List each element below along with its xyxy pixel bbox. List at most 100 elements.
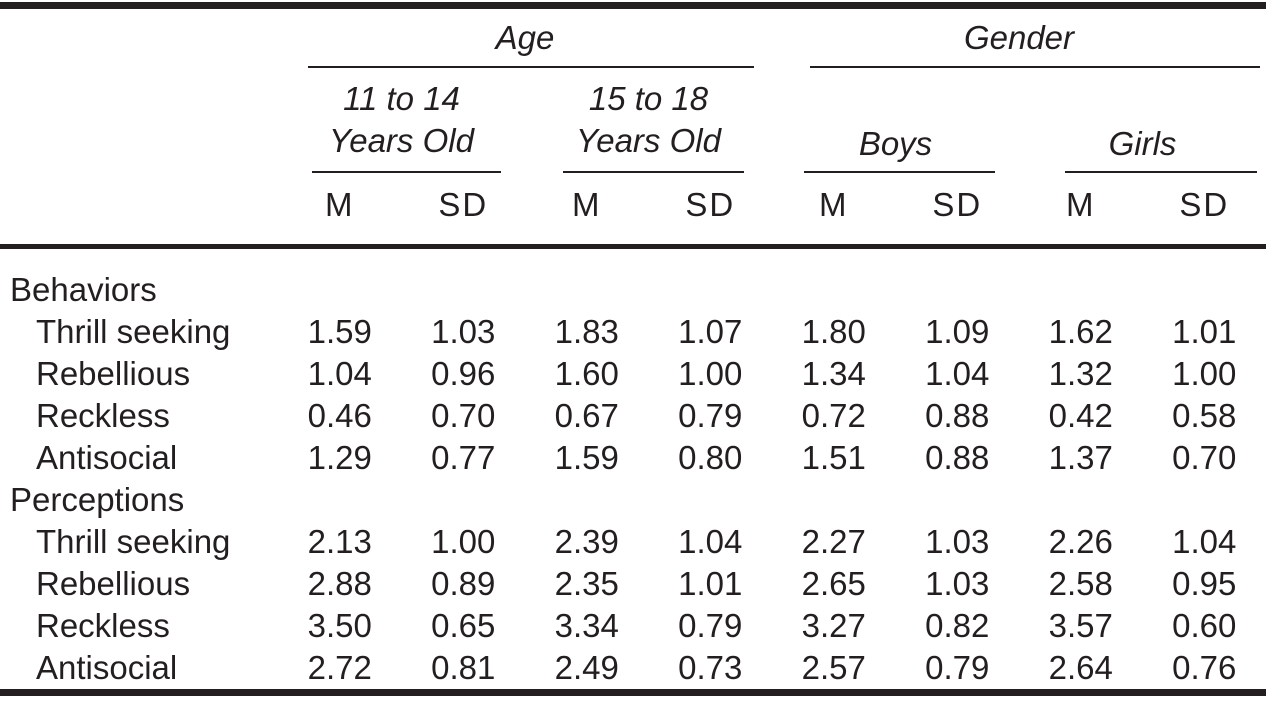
value-cell: 0.80 — [678, 439, 743, 476]
value-cell: 1.01 — [678, 565, 743, 602]
value-cell: 0.79 — [678, 607, 743, 644]
value-cell: 1.34 — [801, 355, 866, 392]
value-cell: 1.00 — [431, 523, 496, 560]
subcolumn-11-14: 11 to 14 Years Old — [278, 78, 525, 162]
stat-header-m-girls: M — [1066, 185, 1096, 223]
stub-cell — [0, 173, 278, 244]
stat-header-sd-boys: SD — [932, 185, 983, 223]
value-cell: 2.72 — [307, 649, 372, 686]
stat-header-m-boys: M — [819, 185, 849, 223]
value-cell: 1.07 — [678, 313, 743, 350]
row-label: Antisocial — [36, 439, 178, 476]
value-cell: 2.39 — [554, 523, 619, 560]
value-cell: 0.81 — [431, 649, 496, 686]
value-cell: 1.03 — [925, 523, 990, 560]
value-cell: 1.59 — [554, 439, 619, 476]
value-cell: 0.89 — [431, 565, 496, 602]
value-cell: 1.80 — [801, 313, 866, 350]
subcolumn-girls: Girls — [1108, 125, 1177, 162]
subcolumn-boys: Boys — [858, 125, 933, 162]
value-cell: 1.03 — [431, 313, 496, 350]
value-cell: 0.79 — [925, 649, 990, 686]
value-cell: 1.03 — [925, 565, 990, 602]
value-cell: 0.70 — [431, 397, 496, 434]
subcolumn-15-18-line2: Years Old — [576, 121, 721, 159]
subcolumn-15-18-rule — [563, 171, 744, 173]
value-cell: 1.59 — [307, 313, 372, 350]
value-cell: 1.51 — [801, 439, 866, 476]
row-label: Thrill seeking — [36, 523, 231, 560]
value-cell: 2.27 — [801, 523, 866, 560]
subcolumn-11-14-rule — [312, 171, 501, 173]
value-cell: 3.57 — [1048, 607, 1113, 644]
row-label: Antisocial — [36, 649, 178, 686]
value-cell: 2.64 — [1048, 649, 1113, 686]
top-border-rule — [0, 2, 1266, 9]
row-label: Rebellious — [36, 355, 191, 392]
value-cell: 2.26 — [1048, 523, 1113, 560]
value-cell: 1.62 — [1048, 313, 1113, 350]
row-label: Reckless — [36, 607, 170, 644]
stub-cell — [0, 9, 278, 66]
subcolumn-girls-rule — [1065, 171, 1257, 173]
value-cell: 0.46 — [307, 397, 372, 434]
value-cell: 1.04 — [307, 355, 372, 392]
subcolumn-11-14-line1: 11 to 14 — [343, 79, 460, 117]
value-cell: 0.76 — [1172, 649, 1237, 686]
value-cell: 1.04 — [1172, 523, 1237, 560]
value-cell: 0.88 — [925, 439, 990, 476]
subcolumn-boys-rule — [804, 171, 995, 173]
stat-header-sd-age1: SD — [438, 185, 489, 223]
value-cell: 1.60 — [554, 355, 619, 392]
value-cell: 0.73 — [678, 649, 743, 686]
age-group-title: Age — [495, 18, 555, 56]
value-cell: 1.00 — [678, 355, 743, 392]
value-cell: 2.88 — [307, 565, 372, 602]
value-cell: 3.34 — [554, 607, 619, 644]
value-cell: 0.82 — [925, 607, 990, 644]
value-cell: 1.01 — [1172, 313, 1237, 350]
stat-header-m-age2: M — [572, 185, 602, 223]
value-cell: 2.13 — [307, 523, 372, 560]
value-cell: 3.27 — [801, 607, 866, 644]
header-body-divider-rule — [0, 244, 1266, 249]
value-cell: 0.95 — [1172, 565, 1237, 602]
age-group-rule — [308, 66, 754, 68]
value-cell: 2.35 — [554, 565, 619, 602]
stat-header-m-age1: M — [325, 185, 355, 223]
value-cell: 0.72 — [801, 397, 866, 434]
value-cell: 0.65 — [431, 607, 496, 644]
subcolumn-15-18-line1: 15 to 18 — [588, 79, 709, 117]
table-body: Behaviors Thrill seeking 1.59 1.03 1.83 … — [0, 249, 1266, 689]
value-cell: 1.29 — [307, 439, 372, 476]
value-cell: 0.42 — [1048, 397, 1113, 434]
value-cell: 1.04 — [925, 355, 990, 392]
value-cell: 0.58 — [1172, 397, 1237, 434]
row-label: Rebellious — [36, 565, 191, 602]
value-cell: 0.79 — [678, 397, 743, 434]
value-cell: 1.37 — [1048, 439, 1113, 476]
value-cell: 0.70 — [1172, 439, 1237, 476]
subcolumn-11-14-line2: Years Old — [329, 121, 474, 159]
table-header: Age Gender 11 to 14 Years Old 15 to 18 Y… — [0, 9, 1266, 244]
value-cell: 1.04 — [678, 523, 743, 560]
stat-header-sd-age2: SD — [685, 185, 736, 223]
value-cell: 2.57 — [801, 649, 866, 686]
stub-cell — [0, 68, 278, 171]
value-cell: 3.50 — [307, 607, 372, 644]
row-label: Thrill seeking — [36, 313, 231, 350]
value-cell: 0.77 — [431, 439, 496, 476]
value-cell: 2.58 — [1048, 565, 1113, 602]
value-cell: 0.60 — [1172, 607, 1237, 644]
gender-group-title: Gender — [963, 18, 1075, 56]
value-cell: 0.96 — [431, 355, 496, 392]
value-cell: 1.32 — [1048, 355, 1113, 392]
gender-group-rule — [810, 66, 1260, 68]
value-cell: 2.49 — [554, 649, 619, 686]
bottom-border-rule — [0, 689, 1266, 696]
value-cell: 2.65 — [801, 565, 866, 602]
value-cell: 1.83 — [554, 313, 619, 350]
section-header-perceptions: Perceptions — [10, 481, 185, 518]
value-cell: 0.67 — [554, 397, 619, 434]
